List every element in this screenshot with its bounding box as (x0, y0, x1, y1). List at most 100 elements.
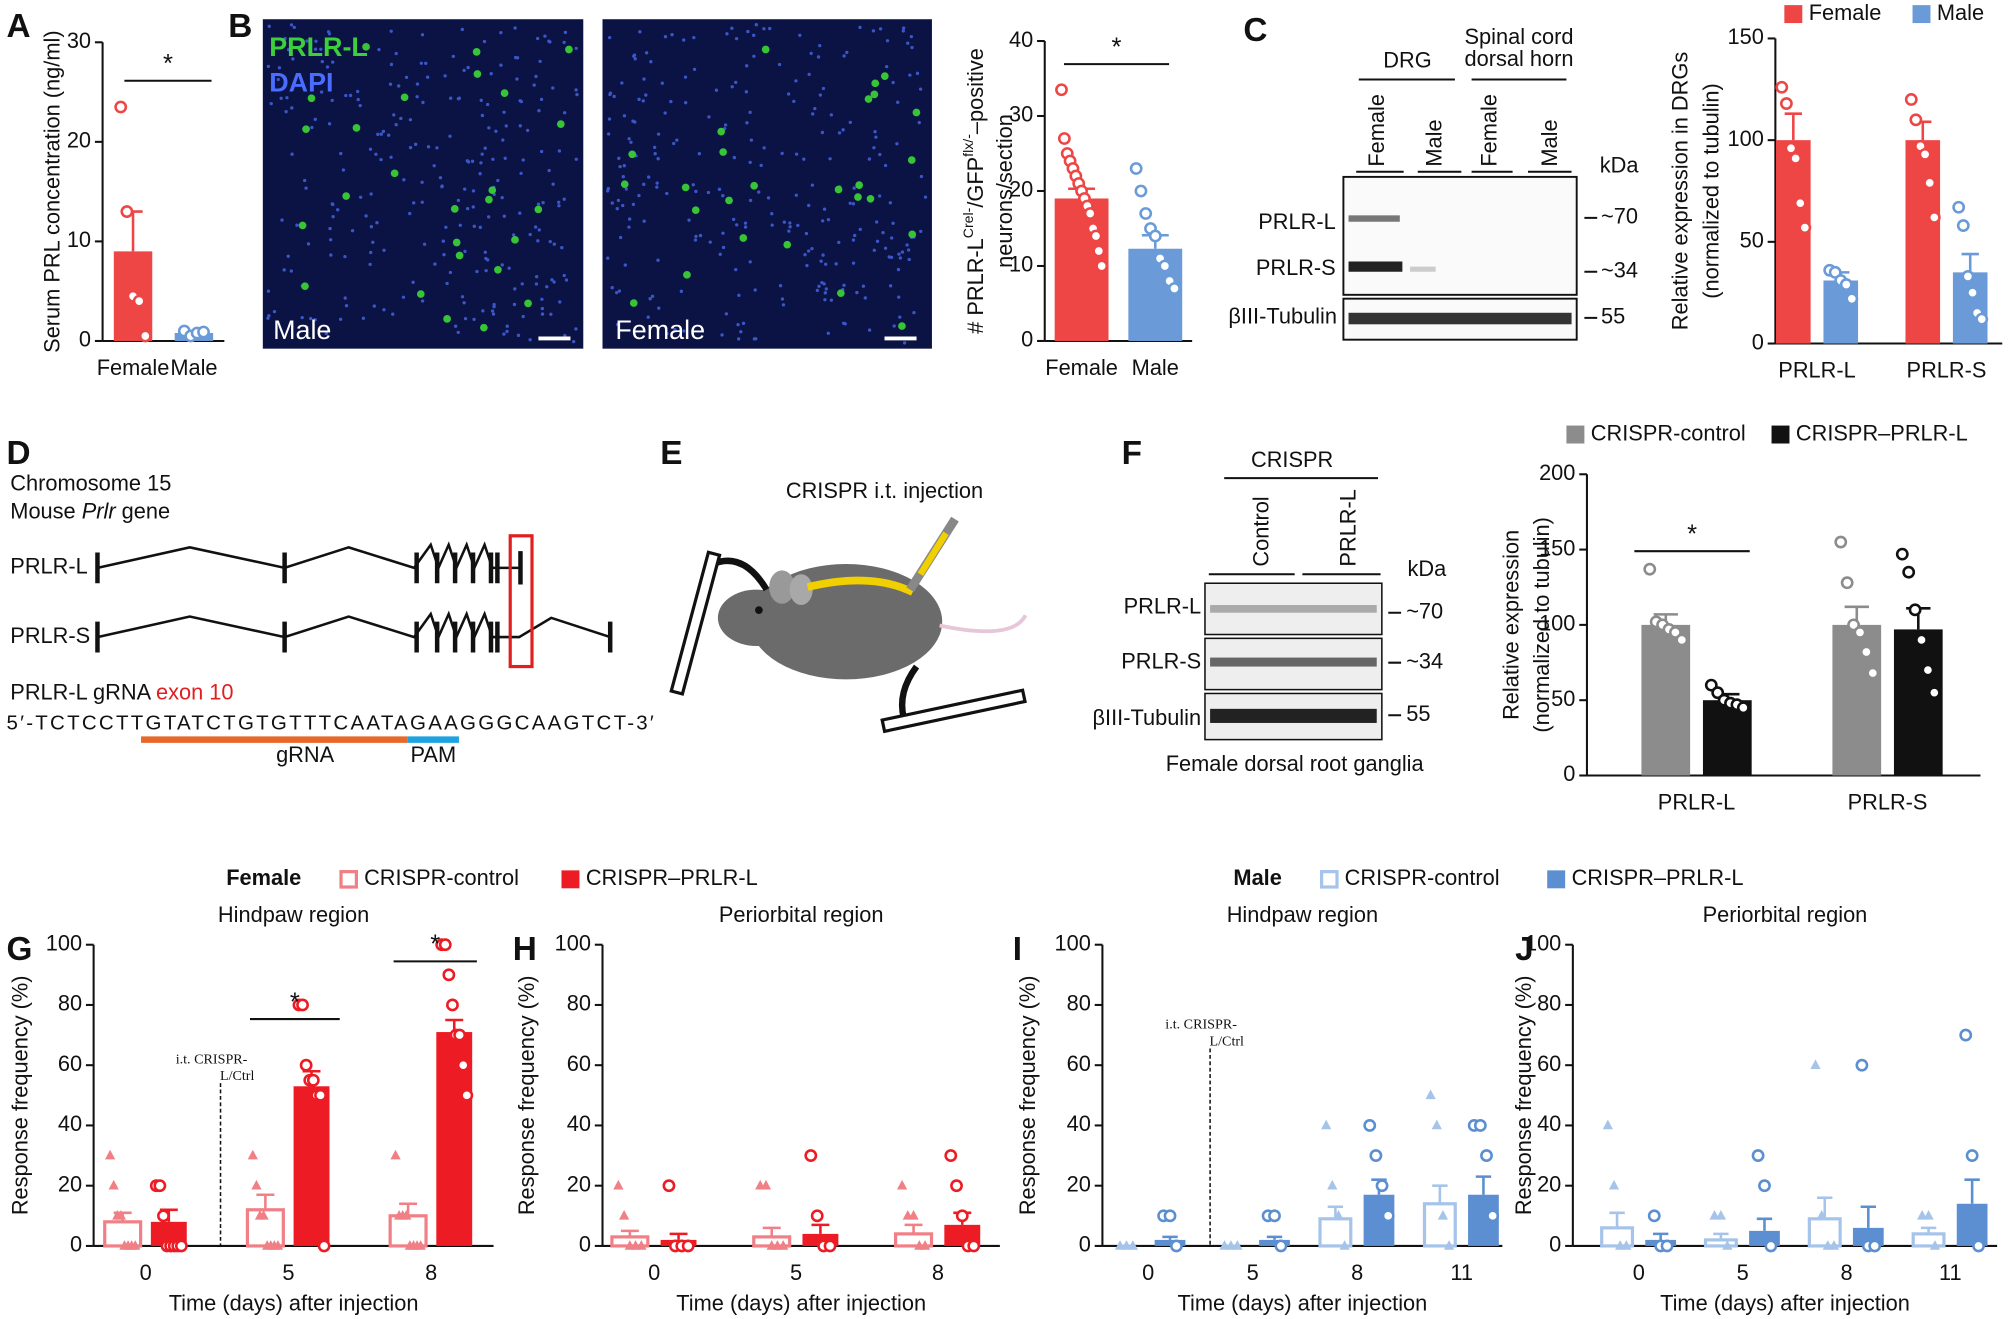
nucleus (672, 141, 676, 146)
data-point (157, 1209, 170, 1223)
data-point (967, 1239, 981, 1253)
blot-c: DRG Spinal cord dorsal horn Female Male … (1228, 24, 1639, 341)
y-tick-label: 150 (1727, 24, 1763, 49)
nucleus (286, 47, 291, 52)
panel-label: I (1013, 931, 1022, 968)
nucleus (456, 198, 461, 203)
nucleus (266, 289, 271, 293)
nucleus (622, 164, 626, 168)
data-point (1333, 1210, 1344, 1220)
nucleus (513, 287, 517, 291)
nucleus (492, 304, 496, 309)
nucleus (443, 74, 447, 78)
nucleus (624, 187, 628, 191)
data-point (1784, 141, 1798, 155)
data-point (1425, 1089, 1436, 1100)
data-point (197, 325, 210, 339)
nucleus (901, 29, 905, 33)
error-bar (1162, 1235, 1178, 1240)
nucleus (507, 266, 511, 270)
nucleus (766, 196, 771, 200)
nucleus (770, 212, 774, 216)
nucleus (656, 132, 661, 136)
neuron (443, 314, 451, 323)
label-part: # PRLR-L (963, 238, 988, 334)
nucleus (471, 205, 475, 209)
nucleus (770, 223, 774, 227)
nucleus (449, 96, 453, 100)
nucleus (826, 331, 830, 335)
nucleus (282, 268, 286, 272)
data-point (317, 1239, 331, 1253)
data-point (1908, 603, 1922, 617)
nucleus (472, 317, 476, 322)
nucleus (752, 33, 756, 38)
nucleus (369, 250, 373, 255)
nucleus (389, 29, 393, 33)
data-point (296, 998, 309, 1012)
nucleus (374, 152, 378, 156)
nucleus (824, 262, 828, 266)
data-point (306, 1073, 320, 1087)
band (1348, 261, 1403, 272)
probe (669, 550, 722, 696)
data-point (1952, 200, 1966, 214)
nucleus (620, 81, 624, 85)
nucleus (633, 57, 637, 61)
nucleus (735, 223, 739, 227)
legend-swatch (1784, 5, 1803, 24)
nucleus (375, 221, 379, 225)
nucleus (919, 174, 924, 179)
nucleus (381, 129, 386, 134)
nucleus (324, 331, 328, 336)
blot-frame (1342, 175, 1578, 296)
nucleus (748, 160, 752, 165)
text-part: Prlr (82, 498, 117, 523)
nucleus (714, 88, 719, 92)
nucleus (621, 175, 625, 179)
nucleus (558, 300, 562, 304)
nucleus (821, 253, 825, 257)
nucleus (433, 262, 437, 266)
nucleus (649, 60, 653, 64)
nucleus (465, 206, 470, 211)
nucleus (637, 97, 641, 102)
nucleus (707, 115, 711, 119)
chart-title: Periorbital region (719, 902, 884, 927)
nucleus (272, 309, 277, 314)
nucleus (782, 220, 787, 224)
nucleus (871, 29, 876, 33)
nucleus (623, 263, 627, 267)
nucleus (458, 223, 462, 227)
nucleus (432, 164, 436, 168)
bar (1154, 1239, 1186, 1246)
band (1410, 266, 1436, 272)
nucleus (547, 168, 551, 173)
nucleus (842, 54, 846, 58)
data-point (272, 1240, 284, 1250)
nucleus (518, 124, 522, 128)
data-point (823, 1239, 837, 1253)
y-tick-label: 20 (1537, 1171, 1561, 1196)
panel-label: E (660, 435, 682, 472)
neuron (866, 194, 875, 203)
x-tick-label: 0 (648, 1260, 660, 1285)
nucleus (487, 126, 491, 130)
data-point (1134, 184, 1148, 198)
neuron (854, 193, 862, 201)
nucleus (463, 317, 468, 321)
nucleus (539, 97, 544, 102)
data-point (1095, 259, 1109, 273)
nucleus (627, 217, 632, 221)
nucleus (513, 26, 517, 30)
legend-label: Male (1937, 0, 1984, 25)
neuron (362, 42, 370, 51)
nucleus (480, 152, 484, 156)
data-point (804, 1149, 818, 1162)
nucleus (605, 189, 610, 193)
error-bar (1920, 1226, 1937, 1234)
nucleus (372, 304, 376, 308)
data-point (1816, 1210, 1827, 1220)
data-point (1839, 278, 1853, 291)
